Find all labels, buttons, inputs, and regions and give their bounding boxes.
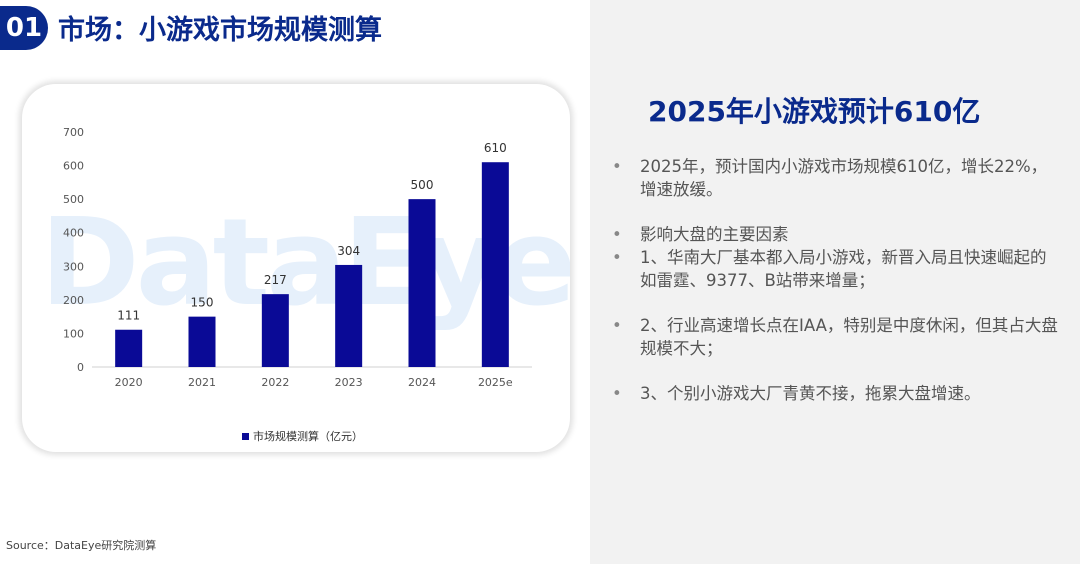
bullet-item: • 2、行业高速增长点在IAA，特别是中度休闲，但其占大盘规模不大；: [612, 314, 1062, 360]
bullet-item: • 1、华南大厂基本都入局小游戏，新晋入局且快速崛起的如雷霆、9377、B站带来增…: [612, 246, 1062, 292]
bullet-text: 2025年，预计国内小游戏市场规模610亿，增长22%，增速放缓。: [640, 157, 1048, 199]
bullet-text: 影响大盘的主要因素: [640, 225, 789, 244]
legend-swatch: [242, 432, 249, 440]
right-panel: [590, 0, 1080, 564]
bullet-text: 3、个别小游戏大厂青黄不接，拖累大盘增速。: [640, 384, 981, 403]
x-tick-label: 2025e: [478, 376, 513, 389]
watermark-text: DataEye: [40, 194, 570, 333]
chart-legend: 市场规模测算（亿元）: [242, 428, 363, 444]
bullet-text: 2、行业高速增长点在IAA，特别是中度休闲，但其占大盘规模不大；: [640, 316, 1058, 358]
data-label: 610: [484, 141, 507, 155]
y-tick-label: 700: [63, 126, 84, 139]
bullet-dot: •: [612, 316, 622, 335]
data-label: 217: [264, 273, 287, 287]
headline: 2025年小游戏预计610亿: [648, 95, 981, 128]
bullet-item: • 影响大盘的主要因素: [612, 223, 1062, 246]
legend-label: 市场规模测算（亿元）: [253, 430, 363, 443]
bar-2024: [408, 199, 436, 367]
bullet-list: • 2025年，预计国内小游戏市场规模610亿，增长22%，增速放缓。 • 影响大盘…: [612, 155, 1062, 405]
bullet-text: 1、华南大厂基本都入局小游戏，新晋入局且快速崛起的如雷霆、9377、B站带来增量…: [640, 248, 1047, 290]
bar-chart: DataEye 0 100 200 300 400 500 600 700 111 150 217…: [40, 126, 570, 389]
y-tick-label: 0: [77, 361, 84, 374]
y-tick-label: 400: [63, 227, 84, 240]
section-number-badge: 01: [0, 6, 48, 50]
data-label: 500: [411, 178, 434, 192]
source-note: Source：DataEye研究院测算: [6, 539, 157, 552]
y-tick-label: 600: [63, 160, 84, 173]
data-label: 150: [191, 296, 214, 310]
y-tick-label: 200: [63, 294, 84, 307]
chart-card: DataEye 0 100 200 300 400 500 600 700 111 150 217…: [22, 84, 570, 452]
y-tick-label: 300: [63, 260, 84, 273]
y-tick-label: 100: [63, 327, 84, 340]
x-tick-label: 2020: [115, 376, 143, 389]
bullet-item: • 3、个别小游戏大厂青黄不接，拖累大盘增速。: [612, 382, 1062, 405]
x-tick-label: 2024: [408, 376, 436, 389]
bullet-dot: •: [612, 225, 622, 244]
y-tick-label: 500: [63, 193, 84, 206]
bullet-dot: •: [612, 157, 622, 176]
bullet-item: • 2025年，预计国内小游戏市场规模610亿，增长22%，增速放缓。: [612, 155, 1062, 201]
data-label: 111: [117, 309, 140, 323]
bar-2022: [261, 294, 289, 367]
bar-2025e: [481, 162, 509, 367]
x-tick-label: 2022: [261, 376, 289, 389]
x-tick-label: 2023: [335, 376, 363, 389]
bar-2021: [188, 316, 216, 367]
bar-2020: [115, 329, 143, 367]
bar-2023: [335, 264, 363, 367]
bullet-dot: •: [612, 248, 622, 267]
bullet-dot: •: [612, 384, 622, 403]
page-title: 市场：小游戏市场规模测算: [58, 15, 382, 46]
x-tick-label: 2021: [188, 376, 216, 389]
data-label: 304: [337, 244, 360, 258]
